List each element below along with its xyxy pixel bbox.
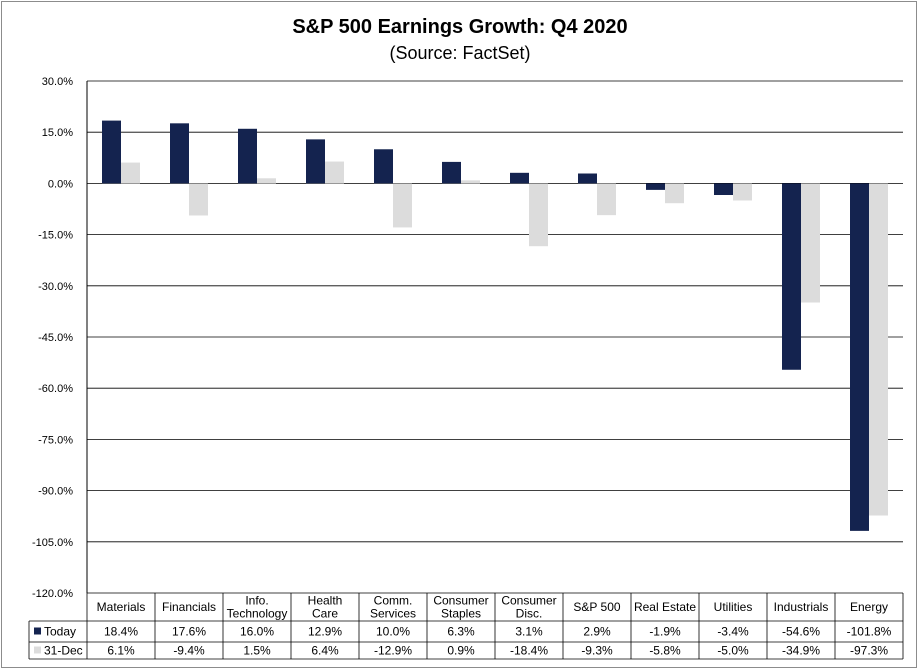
data-table-value: 2.9% (583, 625, 611, 639)
category-label: Health (308, 594, 343, 608)
bar-today (578, 173, 597, 184)
category-label: Comm. (374, 594, 413, 608)
bar-today (714, 183, 733, 196)
y-tick-label: -120.0% (32, 588, 73, 600)
y-tick-label: -45.0% (38, 332, 73, 344)
data-table-value: -18.4% (510, 644, 548, 658)
bar-today (102, 120, 121, 184)
y-tick-label: -15.0% (38, 230, 73, 242)
bar-31dec (461, 180, 480, 184)
data-table-value: 12.9% (308, 625, 342, 639)
category-label: Utilities (714, 600, 753, 614)
category-label: Disc. (516, 607, 543, 621)
bar-31dec (189, 183, 208, 216)
category-label: Consumer (433, 594, 488, 608)
category-label: Energy (850, 600, 888, 614)
data-table-value: -34.9% (782, 644, 820, 658)
data-table-value: -1.9% (649, 625, 681, 639)
data-table-value: -5.0% (717, 644, 749, 658)
category-label: Industrials (774, 600, 829, 614)
bar-today (510, 172, 529, 184)
category-label: Financials (162, 600, 216, 614)
bar-31dec (733, 183, 752, 201)
bar-31dec (529, 183, 548, 247)
bar-31dec (801, 183, 820, 303)
data-table-value: 18.4% (104, 625, 138, 639)
bar-31dec (393, 183, 412, 228)
data-table-value: -97.3% (850, 644, 888, 658)
y-tick-label: -90.0% (38, 486, 73, 498)
bar-today (374, 149, 393, 184)
bar-today (238, 128, 257, 184)
y-tick-label: -60.0% (38, 383, 73, 395)
category-label: Materials (97, 600, 146, 614)
data-table-value: 16.0% (240, 625, 274, 639)
bar-31dec (665, 183, 684, 204)
bar-31dec (869, 183, 888, 516)
data-table-value: 3.1% (515, 625, 543, 639)
y-tick-label: 30.0% (42, 76, 73, 88)
category-label: S&P 500 (573, 600, 620, 614)
category-label: Info. (245, 594, 268, 608)
chart-subtitle: (Source: FactSet) (389, 43, 531, 63)
data-table-value: 10.0% (376, 625, 410, 639)
bar-today (442, 161, 461, 184)
y-tick-label: 0.0% (48, 178, 73, 190)
data-table-value: 6.4% (311, 644, 339, 658)
bar-today (782, 183, 801, 370)
y-tick-label: -75.0% (38, 434, 73, 446)
data-table-value: -3.4% (717, 625, 749, 639)
data-table-value: 6.3% (447, 625, 475, 639)
category-label: Services (370, 607, 416, 621)
data-table-value: -101.8% (847, 625, 892, 639)
data-table-value: -9.3% (581, 644, 613, 658)
bar-31dec (257, 178, 276, 184)
data-table-value: 6.1% (107, 644, 135, 658)
bar-31dec (325, 161, 344, 184)
category-label: Technology (227, 607, 288, 621)
y-tick-label: -30.0% (38, 281, 73, 293)
bar-today (170, 123, 189, 184)
y-tick-label: -105.0% (32, 537, 73, 549)
data-table-value: -9.4% (173, 644, 205, 658)
data-table-value: -54.6% (782, 625, 820, 639)
data-table-value: 17.6% (172, 625, 206, 639)
category-label: Real Estate (634, 600, 696, 614)
bar-today (306, 139, 325, 184)
bar-31dec (121, 162, 140, 184)
category-label: Staples (441, 607, 481, 621)
legend-key-31dec (34, 646, 41, 654)
data-table-value: -5.8% (649, 644, 681, 658)
data-table-value: 0.9% (447, 644, 475, 658)
data-table-value: -12.9% (374, 644, 412, 658)
category-label: Consumer (501, 594, 556, 608)
chart-title: S&P 500 Earnings Growth: Q4 2020 (292, 16, 628, 38)
bar-31dec (597, 183, 616, 216)
y-tick-label: 15.0% (42, 127, 73, 139)
category-label: Care (312, 607, 338, 621)
legend-key-today (34, 627, 41, 635)
bar-today (850, 183, 869, 531)
bar-today (646, 183, 665, 190)
legend-label: Today (44, 625, 76, 639)
legend-label: 31-Dec (44, 644, 83, 658)
data-table-value: 1.5% (243, 644, 271, 658)
